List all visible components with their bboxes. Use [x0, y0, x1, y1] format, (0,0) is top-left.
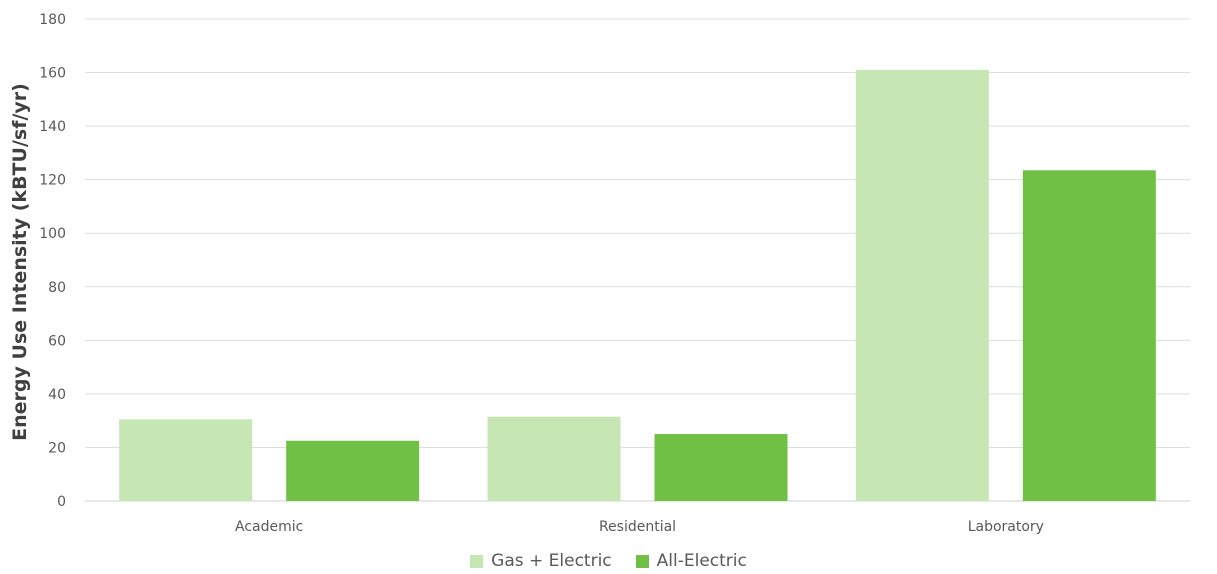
y-axis-title: Energy Use Intensity (kBTU/sf/yr)	[9, 83, 31, 441]
bar-residential-all-electric	[654, 434, 788, 501]
bars	[119, 69, 1156, 502]
legend-swatch-all-electric	[635, 554, 649, 568]
x-tick-label-academic: Academic	[235, 519, 303, 535]
y-tick-label: 60	[48, 333, 66, 349]
legend: Gas + Electric All-Electric	[0, 551, 1217, 571]
x-tick-label-residential: Residential	[599, 519, 676, 535]
y-tick-label: 140	[39, 119, 66, 135]
bar-academic-gas-electric	[119, 419, 253, 501]
legend-label-all-electric: All-Electric	[656, 551, 747, 571]
x-tick-label-laboratory: Laboratory	[968, 519, 1044, 535]
y-tick-label: 120	[39, 173, 66, 189]
y-tick-label: 80	[48, 280, 66, 296]
y-tick-label: 160	[39, 66, 66, 82]
bar-residential-gas-electric	[487, 416, 621, 501]
y-axis-ticks: 0 20 40 60 80 100 120 140 160 180	[39, 12, 66, 510]
y-tick-label: 20	[48, 440, 66, 456]
legend-swatch-gas-electric	[470, 554, 484, 568]
y-tick-label: 0	[57, 494, 66, 510]
legend-label-gas-electric: Gas + Electric	[491, 551, 612, 571]
bar-academic-all-electric	[286, 440, 420, 501]
y-tick-label: 180	[39, 12, 66, 28]
bar-laboratory-all-electric	[1022, 170, 1156, 502]
bar-laboratory-gas-electric	[855, 69, 989, 501]
y-tick-label: 100	[39, 226, 66, 242]
x-axis-labels: Academic Residential Laboratory	[235, 519, 1044, 535]
legend-item-all-electric: All-Electric	[635, 551, 747, 571]
legend-item-gas-electric: Gas + Electric	[470, 551, 612, 571]
gridlines	[85, 18, 1190, 502]
y-tick-label: 40	[48, 387, 66, 403]
